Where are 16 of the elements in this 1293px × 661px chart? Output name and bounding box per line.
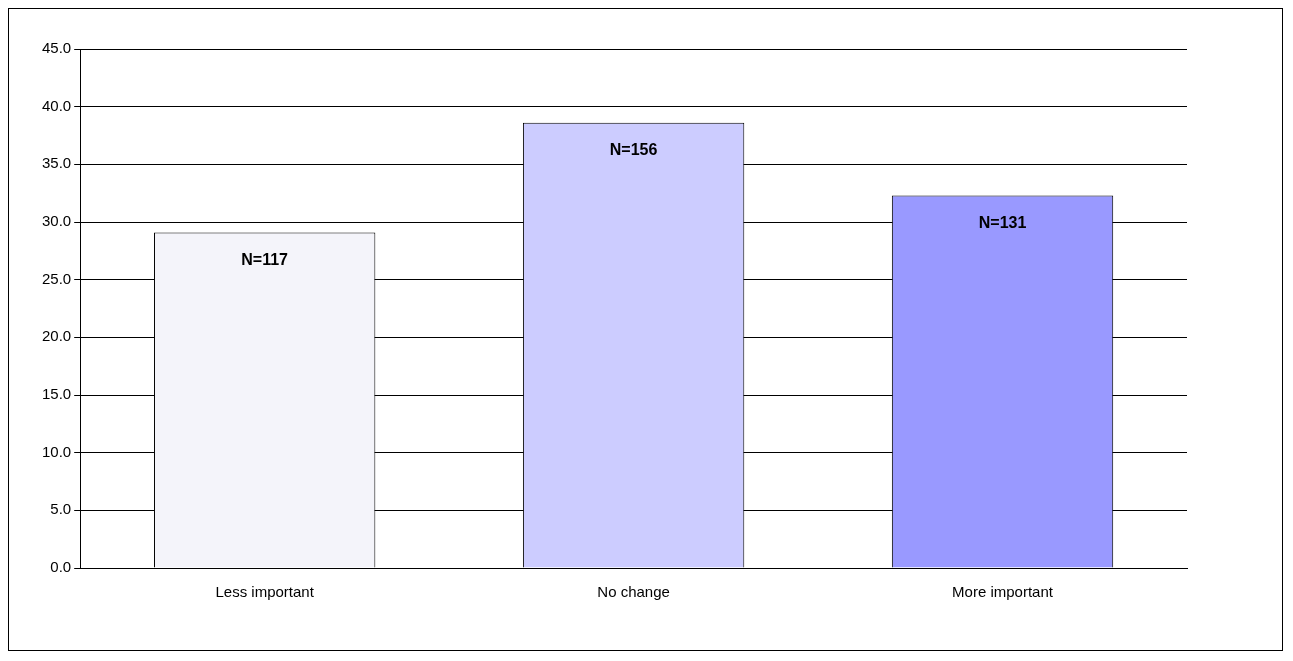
y-tick-label: 30.0 [41, 212, 72, 230]
y-tick-label: 40.0 [41, 96, 72, 114]
y-tick-label: 35.0 [41, 154, 72, 172]
x-tick-label: Less important [215, 583, 315, 601]
annotation: N=156 [609, 141, 658, 159]
y-tick-label: 25.0 [41, 269, 72, 287]
x-tick-label: More important [952, 583, 1054, 601]
y-tick-label: 45.0 [41, 39, 72, 57]
y-tick-label: 20.0 [41, 327, 72, 345]
y-tick-label: 5.0 [50, 500, 72, 518]
y-tick-label: 0.0 [50, 558, 72, 576]
annotation: N=117 [241, 250, 289, 268]
x-tick-label: No change [597, 583, 670, 601]
annotation: N=131 [978, 213, 1027, 231]
y-tick-label: 15.0 [41, 385, 72, 403]
y-tick-label: 10.0 [41, 442, 72, 460]
